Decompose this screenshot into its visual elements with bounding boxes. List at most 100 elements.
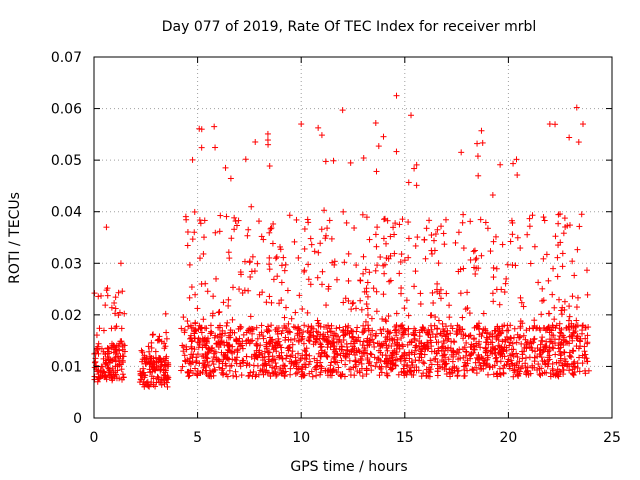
data-point <box>280 362 287 369</box>
data-point <box>311 355 318 362</box>
data-point <box>348 348 355 355</box>
data-point <box>437 330 444 337</box>
data-point <box>282 368 289 375</box>
data-point <box>310 334 317 341</box>
data-point <box>244 360 251 367</box>
data-point <box>478 127 485 134</box>
data-point <box>106 350 113 357</box>
data-point <box>363 371 370 378</box>
data-point <box>463 339 470 346</box>
data-point <box>512 262 519 269</box>
data-point <box>277 243 284 250</box>
data-point <box>226 367 233 374</box>
data-point <box>300 340 307 347</box>
data-point <box>345 250 352 257</box>
data-point <box>502 280 509 287</box>
data-point <box>112 294 119 301</box>
data-point <box>302 361 309 368</box>
data-point <box>98 345 105 352</box>
data-point <box>404 341 411 348</box>
data-point <box>96 375 103 382</box>
data-point <box>229 356 236 363</box>
data-point <box>317 341 324 348</box>
data-point <box>500 365 507 372</box>
data-point <box>266 163 273 170</box>
data-point <box>119 288 126 295</box>
data-point <box>248 268 255 275</box>
data-point <box>193 371 200 378</box>
data-point <box>188 284 195 291</box>
data-point <box>266 261 273 268</box>
data-point <box>368 351 375 358</box>
data-point <box>118 338 125 345</box>
data-point <box>300 329 307 336</box>
data-point <box>443 365 450 372</box>
data-point <box>197 255 204 262</box>
data-point <box>335 333 342 340</box>
data-point <box>285 320 292 327</box>
data-point <box>340 327 347 334</box>
data-point <box>574 246 581 253</box>
data-point <box>431 247 438 254</box>
data-point <box>301 268 308 275</box>
data-point <box>352 336 359 343</box>
data-point <box>382 352 389 359</box>
data-point <box>493 371 500 378</box>
data-point <box>440 230 447 237</box>
data-point <box>278 262 285 269</box>
data-point <box>577 338 584 345</box>
data-point <box>382 334 389 341</box>
data-point <box>201 217 208 224</box>
data-point <box>223 213 230 220</box>
data-point <box>389 349 396 356</box>
data-point <box>554 254 561 261</box>
data-point <box>103 224 110 231</box>
data-point <box>439 364 446 371</box>
data-point <box>331 358 338 365</box>
data-point <box>323 339 330 346</box>
data-point <box>576 354 583 361</box>
data-point <box>340 299 347 306</box>
data-point <box>348 328 355 335</box>
data-point <box>248 203 255 210</box>
x-tick-label: 10 <box>292 430 310 446</box>
data-point <box>480 310 487 317</box>
data-point <box>187 332 194 339</box>
data-point <box>368 367 375 374</box>
data-point <box>306 358 313 365</box>
data-point <box>435 260 442 267</box>
data-point <box>573 335 580 342</box>
data-point <box>331 258 338 265</box>
data-point <box>314 274 321 281</box>
data-point <box>558 307 565 314</box>
data-point <box>232 357 239 364</box>
data-point <box>288 315 295 322</box>
data-point <box>216 308 223 315</box>
data-point <box>95 293 102 300</box>
data-point <box>529 364 536 371</box>
data-point <box>191 208 198 215</box>
data-point <box>319 281 326 288</box>
data-point <box>411 335 418 342</box>
data-point <box>402 327 409 334</box>
data-point <box>254 362 261 369</box>
data-point <box>413 161 420 168</box>
data-point <box>445 335 452 342</box>
data-point <box>331 261 338 268</box>
data-point <box>460 363 467 370</box>
data-point <box>216 358 223 365</box>
data-point <box>519 348 526 355</box>
data-point <box>333 325 340 332</box>
data-point <box>460 335 467 342</box>
data-point <box>471 335 478 342</box>
data-point <box>273 348 280 355</box>
data-point <box>225 249 232 256</box>
x-tick-label: 5 <box>193 430 202 446</box>
data-point <box>349 300 356 307</box>
x-tick-label: 15 <box>396 430 414 446</box>
data-point <box>188 351 195 358</box>
data-point <box>208 328 215 335</box>
plot-frame <box>93 56 613 419</box>
data-point <box>391 250 398 257</box>
data-point <box>531 354 538 361</box>
